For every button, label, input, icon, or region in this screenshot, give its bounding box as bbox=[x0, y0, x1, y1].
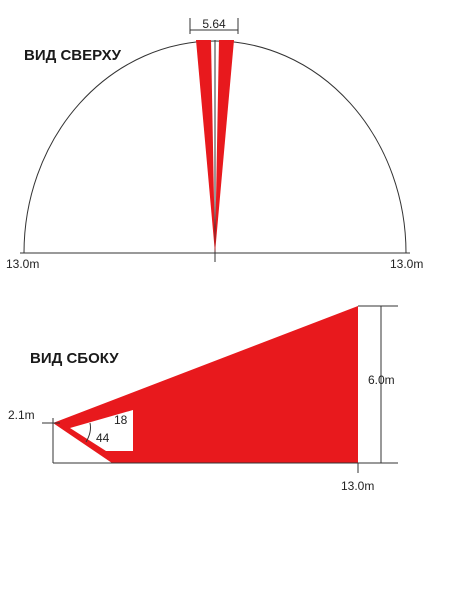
side-view-title: ВИД СБОКУ bbox=[30, 350, 119, 367]
side-view-range-label: 13.0m bbox=[341, 479, 374, 493]
top-view-left-beam bbox=[196, 40, 215, 253]
side-view-inner-gap bbox=[70, 410, 133, 451]
side-view-inner-angle-label: 18 bbox=[114, 413, 128, 427]
top-view-angle-bracket bbox=[189, 18, 239, 34]
top-view-right-beam bbox=[215, 40, 234, 253]
top-view-left-range-label: 13.0m bbox=[6, 257, 39, 271]
side-view-height-label: 6.0m bbox=[368, 373, 395, 387]
top-view-title: ВИД СВЕРХУ bbox=[24, 47, 122, 64]
side-view-mount-height-label: 2.1m bbox=[8, 408, 35, 422]
top-view-angle-label: 5.64 bbox=[202, 17, 226, 31]
side-view-angle-arc bbox=[85, 422, 91, 443]
top-view-right-range-label: 13.0m bbox=[390, 257, 423, 271]
side-view: ВИД СБОКУ 6.0m 2.1m 18 44 13.0m bbox=[8, 305, 398, 493]
side-view-outer-angle-label: 44 bbox=[96, 431, 110, 445]
top-view: ВИД СВЕРХУ 5.64 13.0m 13.0m bbox=[6, 17, 423, 271]
